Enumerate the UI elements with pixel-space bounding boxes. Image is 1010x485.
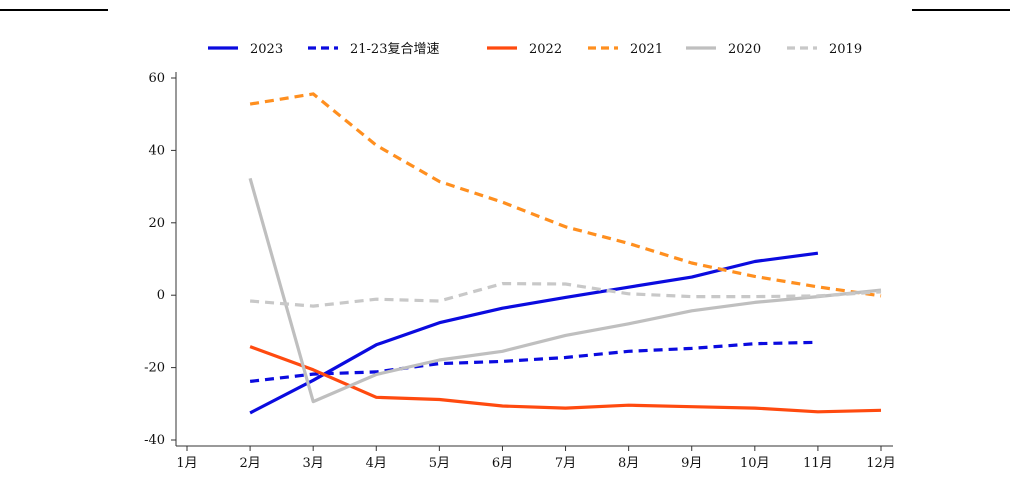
x-tick-label: 3月 <box>303 456 324 471</box>
legend-label: 2023 <box>250 42 283 57</box>
x-tick-label: 7月 <box>555 456 576 471</box>
legend-label: 2021 <box>630 42 663 57</box>
x-tick-label: 2月 <box>239 456 260 471</box>
x-tick-label: 5月 <box>429 456 450 471</box>
x-tick-label: 8月 <box>618 456 639 471</box>
y-tick-label: -20 <box>144 361 165 376</box>
x-tick-label: 4月 <box>366 456 387 471</box>
y-tick-label: 60 <box>148 71 165 86</box>
x-tick-label: 9月 <box>681 456 702 471</box>
y-tick-label: 20 <box>148 216 165 231</box>
x-tick-label: 1月 <box>176 456 197 471</box>
y-tick-label: 0 <box>157 288 165 303</box>
legend-label: 2020 <box>728 42 761 57</box>
plot-area <box>248 92 882 415</box>
top-rule-left <box>0 9 108 11</box>
x-tick-label: 11月 <box>803 456 833 471</box>
x-tick-label: 6月 <box>492 456 513 471</box>
legend-label: 2022 <box>529 42 562 57</box>
legend-label: 21-23复合增速 <box>350 42 439 57</box>
y-axis: -40 -20 0 20 40 60 <box>144 71 177 448</box>
x-axis: 1月 2月 3月 4月 5月 6月 7月 8月 9月 10月 11月 12月 <box>176 445 896 471</box>
y-tick-label: 40 <box>148 143 165 158</box>
series-line-2023 <box>249 251 819 415</box>
series-line-2019 <box>249 282 882 308</box>
series-line-2021 <box>249 92 882 298</box>
x-tick-label: 10月 <box>740 456 770 471</box>
chart-legend: 2023 21-23复合增速 2022 2021 2020 2019 <box>208 42 862 57</box>
y-tick-label: -40 <box>144 433 165 448</box>
series-line-2022 <box>249 345 882 414</box>
series-line-2020 <box>248 177 882 404</box>
top-rule-right <box>912 9 1010 11</box>
x-tick-label: 12月 <box>866 456 896 471</box>
series-line-21-23复合增速 <box>249 340 818 383</box>
legend-label: 2019 <box>829 42 862 57</box>
